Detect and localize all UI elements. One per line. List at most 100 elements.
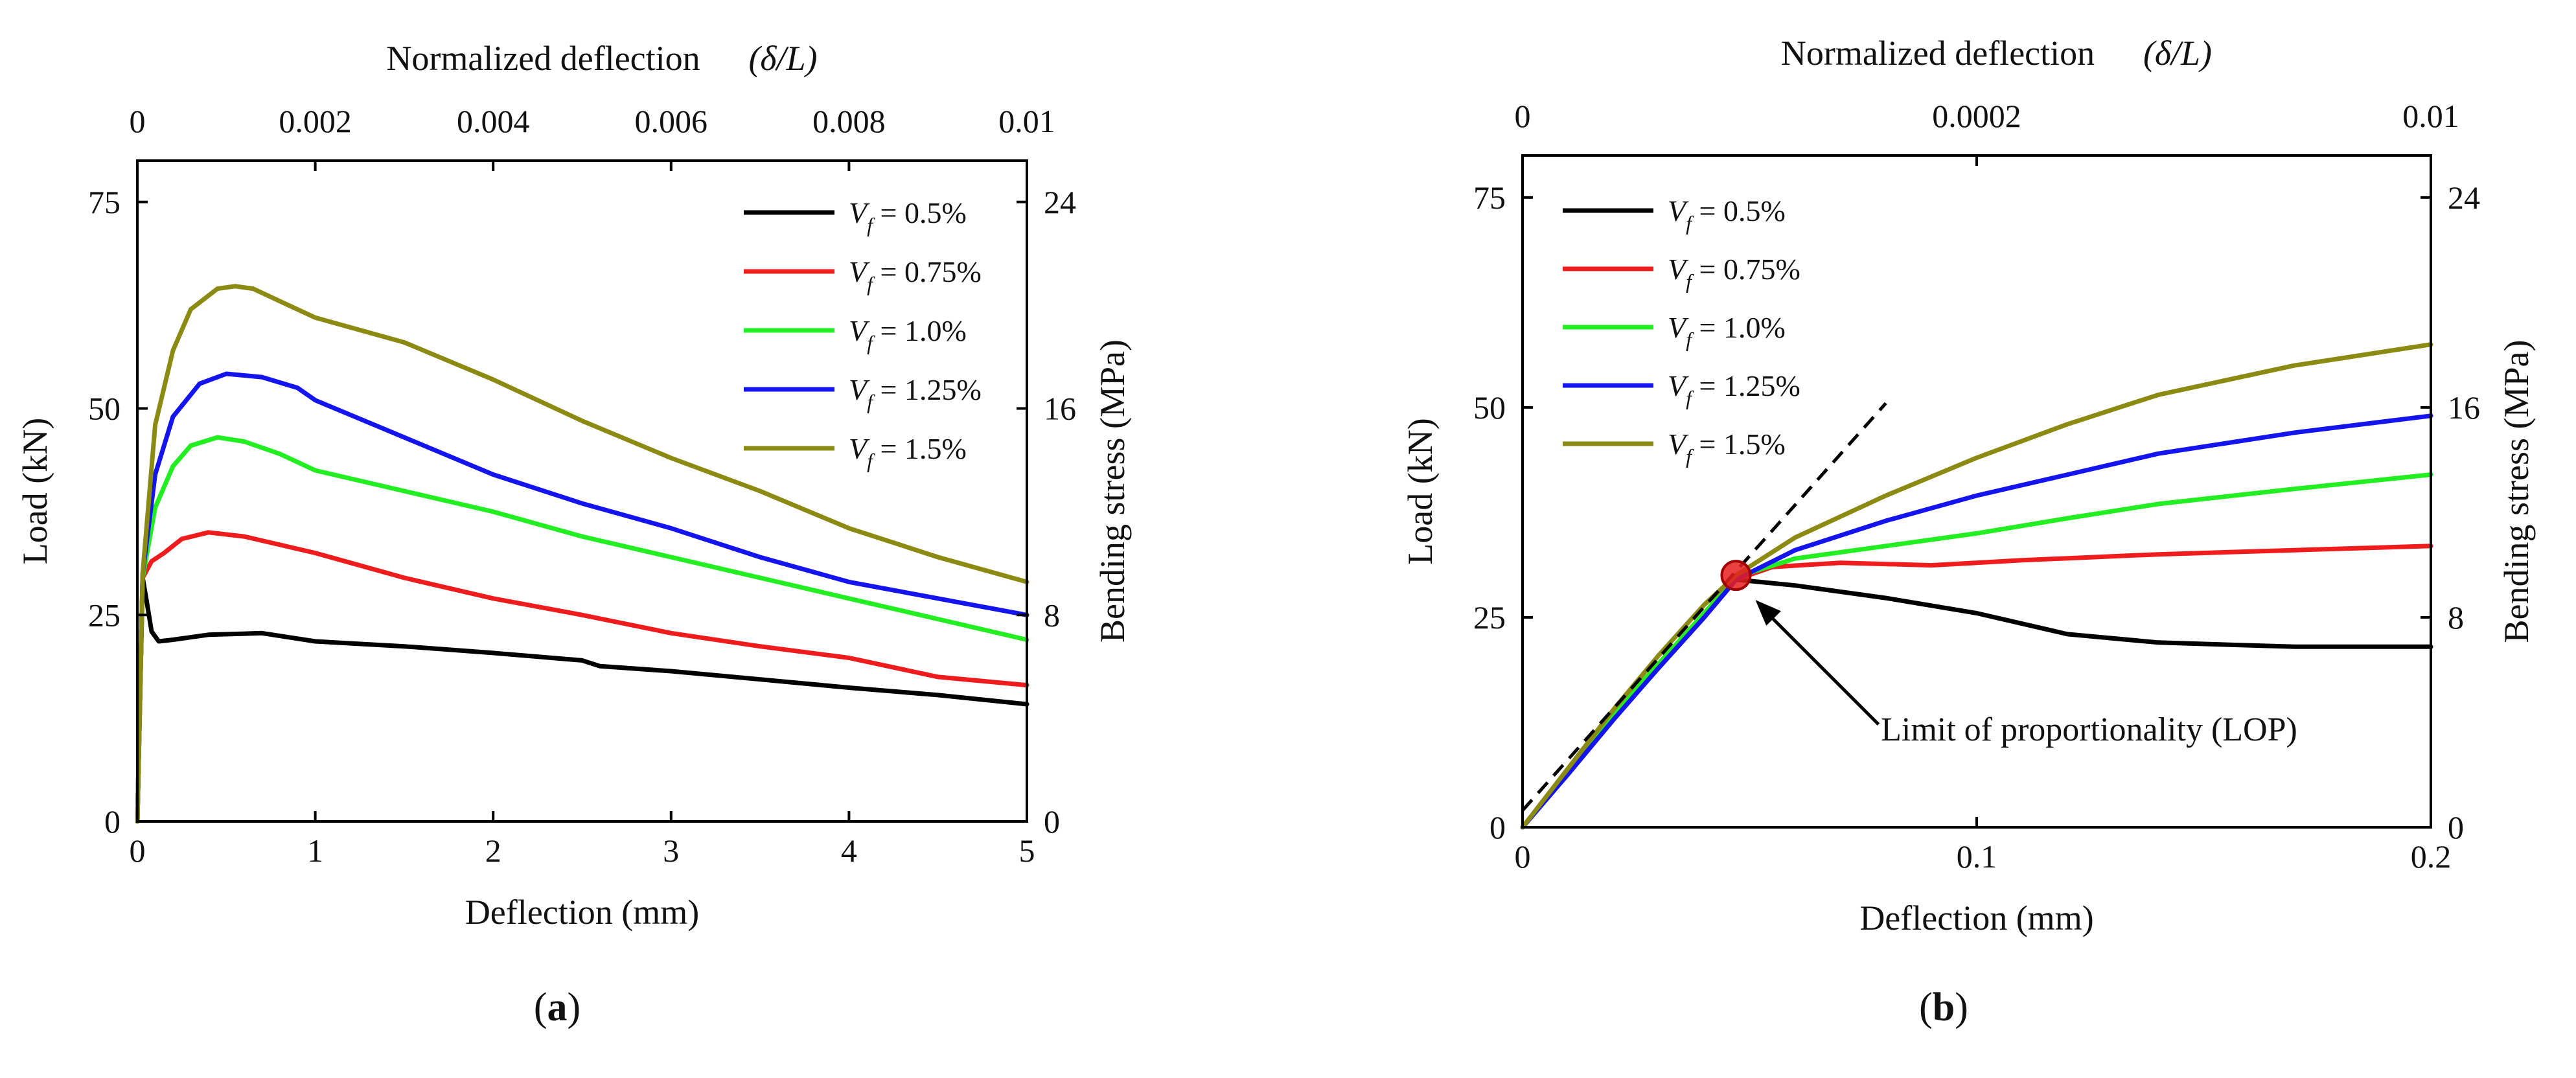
y-tick-label: 50 [1473,389,1506,426]
legend-label-2: Vf = 1.0% [849,314,967,354]
x-axis-label: Deflection (mm) [1859,899,2093,937]
legend-var: V [1668,311,1689,344]
legend-value: = 0.5% [873,196,967,229]
legend-value: = 1.5% [873,432,967,465]
legend-var: V [1668,253,1689,286]
x-tick-label: 0.1 [1957,838,1997,875]
legend-var: V [849,196,870,229]
legend-var: V [1668,369,1689,402]
series-line-1 [135,530,1029,824]
legend: Vf = 0.5% Vf = 0.75% Vf = 1.0% Vf = 1.25% Vf… [744,196,982,472]
series-line-1 [1520,544,2433,830]
legend-value: = 1.5% [1692,428,1786,461]
y2-tick-label: 24 [2448,179,2480,216]
lop-marker [1720,560,1752,591]
legend-label-3: Vf = 1.25% [849,373,982,413]
legend-label-4: Vf = 1.5% [849,432,967,472]
legend-var: V [849,432,870,465]
chart-panel-b: Limit of proportionality (LOP)0 0.1 0.20 0.… [1401,34,2536,1029]
legend-var: V [849,373,870,406]
legend-label-1: Vf = 0.75% [1668,253,1800,293]
x-tick-label: 0.2 [2411,838,2452,875]
lop-annotation-label: Limit of proportionality (LOP) [1881,711,2297,748]
x-tick-label: 1 [307,832,323,869]
y2-tick-label: 16 [2448,389,2480,426]
lop-arrow-shaft [1763,609,1880,726]
y2-tick-label: 8 [1044,597,1060,633]
x2-tick-label: 0.0002 [1932,98,2021,134]
x2-tick-label: 0.002 [279,103,352,139]
y-tick-label: 0 [104,803,121,840]
legend-label-1: Vf = 0.75% [849,255,982,295]
series-line-0 [135,575,1029,824]
legend-var: V [1668,194,1689,227]
caption-letter: a [547,985,568,1029]
series-group [1520,342,2433,830]
y-tick-label: 25 [88,597,121,633]
series-line-2 [135,435,1029,824]
legend-value: = 1.0% [1692,311,1786,344]
y-tick-label: 75 [88,184,121,220]
x-tick-label: 4 [841,832,857,869]
y-tick-label: 75 [1473,179,1506,216]
legend-label-0: Vf = 0.5% [1668,194,1786,235]
legend-var: V [1668,428,1689,461]
lop-arrow-head [1755,600,1781,626]
legend-value: = 1.25% [873,373,982,406]
legend-value: = 1.25% [1692,369,1800,402]
x-tick-label: 5 [1019,832,1035,869]
legend-label-3: Vf = 1.25% [1668,369,1800,409]
legend: Vf = 0.5% Vf = 0.75% Vf = 1.0% Vf = 1.25% Vf… [1563,194,1800,468]
x2-tick-label: 0 [1515,98,1531,134]
caption-paren: ( [534,985,547,1029]
y-tick-label: 25 [1473,599,1506,636]
caption-paren: ( [1919,985,1933,1029]
y-axis-label: Load (kN) [1401,418,1440,564]
caption-paren: ) [1955,985,1968,1029]
caption-paren: ) [568,985,581,1029]
x2-tick-label: 0.01 [998,103,1055,139]
series-group [135,284,1029,824]
x-tick-label: 2 [485,832,501,869]
series-line-3 [1520,413,2433,830]
x2-tick-label: 0.008 [812,103,886,139]
x2-tick-label: 0.004 [457,103,530,139]
legend-value: = 0.75% [1692,253,1800,286]
y-tick-label: 50 [88,391,121,427]
y-axis-label: Load (kN) [16,418,54,564]
x2-tick-label: 0.006 [635,103,708,139]
legend-label-2: Vf = 1.0% [1668,311,1786,351]
legend-label-4: Vf = 1.5% [1668,428,1786,468]
y2-tick-label: 0 [1044,803,1060,840]
y2-axis-label: Bending stress (MPa) [1093,339,1132,643]
legend-value: = 0.75% [873,255,982,288]
series-line-0 [1520,577,2433,830]
y2-tick-label: 8 [2448,599,2464,636]
x2-tick-label: 0.01 [2402,98,2459,134]
x2-axis-label: Normalized deflection [386,39,700,78]
x2-axis-label: Normalized deflection [1781,34,2095,73]
plot-frame [136,159,1028,823]
x2-axis-symbol: (δ/L) [748,39,817,78]
x-tick-label: 0 [130,832,146,869]
series-line-2 [1520,472,2433,830]
y-tick-label: 0 [1489,809,1506,845]
x-tick-label: 3 [663,832,679,869]
x-axis-label: Deflection (mm) [465,893,699,932]
legend-value: = 0.5% [1692,194,1786,227]
y2-tick-label: 16 [1044,391,1076,427]
series-line-4 [1520,342,2433,830]
series-line-3 [135,371,1029,824]
x2-axis-symbol: (δ/L) [2143,34,2212,73]
legend-var: V [849,255,870,288]
panel-caption: (a) [534,985,581,1029]
caption-letter: b [1933,985,1955,1029]
x2-tick-label: 0 [130,103,146,139]
y2-tick-label: 0 [2448,809,2464,845]
chart-panel-a: 0 1 2 3 4 50 0.002 0.004 0.006 0.008 0.01025507508… [16,39,1132,1029]
lop-tangent-line [1521,402,1887,812]
legend-label-0: Vf = 0.5% [849,196,967,236]
legend-var: V [849,314,870,347]
panel-caption: (b) [1919,985,1968,1029]
